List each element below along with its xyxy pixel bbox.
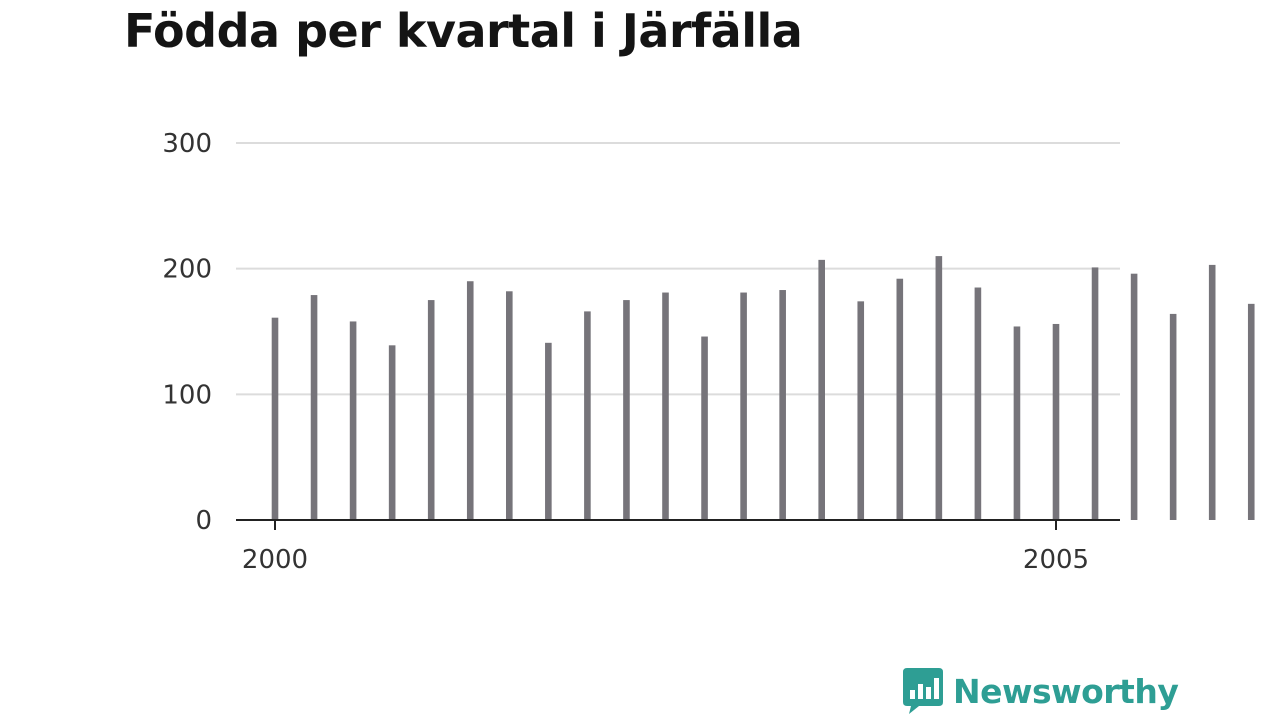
bar [896, 278, 904, 520]
bar [701, 336, 708, 520]
y-tick-label: 0 [195, 506, 212, 536]
bar [427, 300, 435, 520]
bar [271, 317, 279, 520]
bar [662, 292, 669, 520]
bar [466, 281, 474, 520]
bar [974, 287, 982, 520]
bar [1052, 323, 1060, 520]
bar [740, 292, 747, 520]
bar [1247, 303, 1255, 520]
bar [1169, 313, 1177, 520]
y-tick-label: 100 [162, 380, 212, 410]
y-tick-label: 300 [162, 129, 212, 159]
bar [1091, 267, 1099, 520]
bar [779, 290, 786, 520]
bar [584, 311, 591, 520]
bar [857, 301, 865, 520]
chart-title: Födda per kvartal i Järfälla [124, 4, 803, 58]
bar [935, 256, 943, 520]
bar [506, 291, 513, 520]
bar [1208, 264, 1216, 520]
x-tick-label: 2005 [1023, 545, 1089, 575]
bar [310, 295, 318, 520]
bar [1013, 326, 1021, 520]
newsworthy-logo-text: Newsworthy [953, 671, 1179, 711]
x-tick-label: 2000 [242, 545, 308, 575]
bar [1130, 273, 1138, 520]
newsworthy-logo: Newsworthy [903, 668, 1179, 714]
y-tick-label: 200 [162, 255, 212, 285]
bar [349, 321, 357, 520]
bar [818, 259, 825, 520]
bar [388, 345, 396, 520]
newsworthy-logo-icon [903, 668, 943, 714]
bar [545, 342, 552, 520]
bar [623, 300, 630, 520]
